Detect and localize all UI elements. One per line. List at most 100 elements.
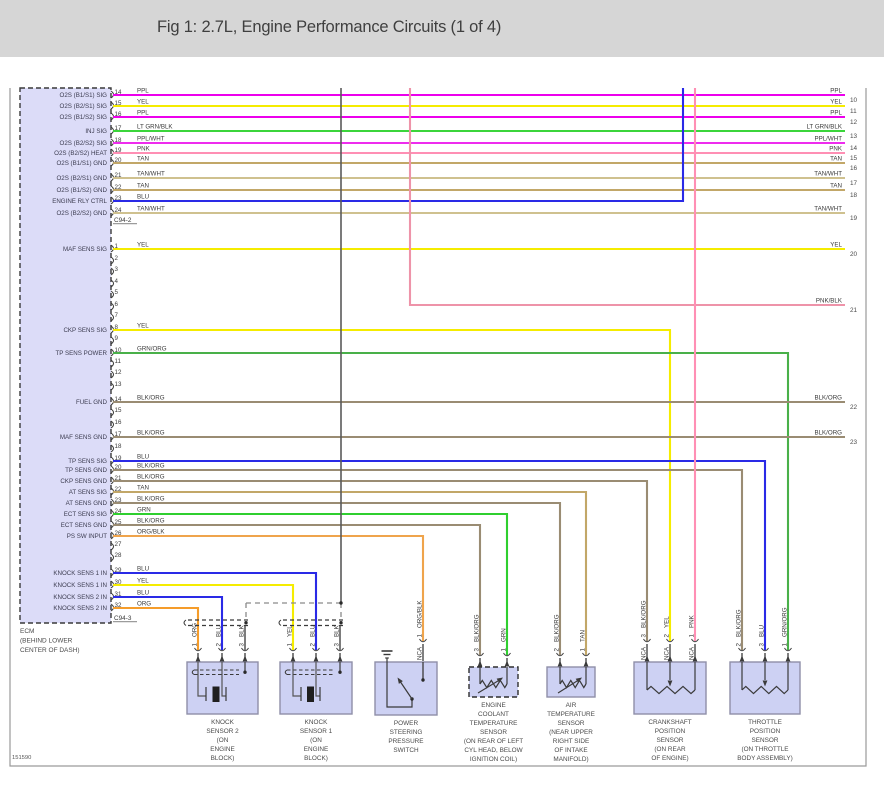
component-label: OF ENGINE) bbox=[651, 755, 688, 762]
connector-arc-icon bbox=[503, 652, 511, 657]
component-label: RIGHT SIDE bbox=[553, 738, 589, 745]
pin-arc-icon bbox=[110, 420, 114, 429]
pin-function-label: O2S (B1/S1) GND bbox=[56, 160, 107, 167]
pin-function-label: FUEL GND bbox=[76, 399, 108, 406]
wire-color-label: BLK/ORG bbox=[137, 395, 165, 402]
wire-color-label: BLU bbox=[310, 625, 317, 637]
pin-number: 19 bbox=[115, 147, 122, 154]
component-label: POSITION bbox=[750, 728, 781, 735]
connector-arc-icon bbox=[761, 647, 769, 652]
pin-number: 1 bbox=[782, 643, 789, 647]
wire-color-label: ORG/BLK bbox=[137, 529, 165, 536]
component-label: BLOCK) bbox=[211, 755, 235, 762]
wire-color-label: BLU bbox=[216, 625, 223, 637]
pin-number: 14 bbox=[115, 89, 122, 96]
component-label: THROTTLE bbox=[748, 719, 782, 726]
pin-number: 23 bbox=[115, 195, 122, 202]
pin-function-label: ECT SENS SIG bbox=[64, 511, 107, 518]
pin-function-label: KNOCK SENS 2 IN bbox=[53, 594, 107, 601]
pin-number: 16 bbox=[115, 419, 122, 426]
junction-dot bbox=[338, 670, 342, 674]
arrow-icon bbox=[290, 655, 296, 662]
ecm-box bbox=[19, 87, 112, 624]
shield-cup-icon bbox=[284, 669, 288, 675]
pin-function-label: O2S (B1/S2) GND bbox=[56, 187, 107, 194]
pin-number: 3 bbox=[115, 266, 119, 273]
arrow-icon bbox=[692, 655, 698, 662]
connector-arc-icon bbox=[476, 652, 484, 657]
piezo-element-icon bbox=[307, 686, 314, 702]
shield-cup-icon bbox=[191, 669, 195, 675]
wire-blu bbox=[113, 88, 685, 203]
pin-function-label: KNOCK SENS 1 IN bbox=[53, 582, 107, 589]
pin-function-label: TP SENS GND bbox=[65, 467, 107, 474]
pin-arc-icon bbox=[110, 267, 114, 276]
wire-color-label: LT GRN/BLK bbox=[137, 124, 173, 131]
pin-number: 30 bbox=[115, 579, 122, 586]
pin-arc-icon bbox=[110, 313, 114, 322]
pin-arc-icon bbox=[110, 256, 114, 265]
component-label: SENSOR bbox=[558, 720, 585, 727]
pin-number: 25 bbox=[115, 519, 122, 526]
ecm-location-label: CENTER OF DASH) bbox=[20, 647, 80, 654]
wire-color-label: GRN bbox=[137, 507, 151, 514]
terminal-number: 11 bbox=[850, 108, 857, 115]
pin-number: 22 bbox=[115, 184, 122, 191]
component-label: AIR bbox=[566, 702, 577, 709]
nca-label: NCA bbox=[641, 646, 648, 660]
pin-function-label: MAF SENS GND bbox=[60, 434, 108, 441]
component-label: (ON REAR bbox=[654, 746, 686, 753]
component-label: IGNITION COIL) bbox=[470, 756, 517, 763]
wire-color-label: BLK bbox=[334, 624, 341, 637]
wire-color-label: PNK bbox=[829, 146, 843, 153]
arrow-icon bbox=[785, 655, 791, 662]
wire-color-label: YEL bbox=[137, 99, 149, 106]
wire-color-label: YEL bbox=[830, 99, 842, 106]
pin-function-label: O2S (B2/S1) GND bbox=[56, 175, 107, 182]
figure-id: 151590 bbox=[12, 755, 31, 761]
wire-org bbox=[113, 606, 200, 650]
connector-arc-icon bbox=[691, 638, 699, 643]
arrow-icon bbox=[583, 660, 589, 667]
wire-color-label: BLU bbox=[137, 194, 149, 201]
wire-blk-org bbox=[113, 479, 649, 641]
pin-number: 3 bbox=[759, 643, 766, 647]
ecm-location-label: ECM bbox=[20, 628, 34, 635]
wire-color-label: TAN bbox=[137, 183, 149, 190]
figure-title: Fig 1: 2.7L, Engine Performance Circuits… bbox=[157, 18, 502, 36]
pin-number: 9 bbox=[115, 335, 119, 342]
wire-org-blk bbox=[113, 534, 425, 641]
pin-function-label: MAF SENS SIG bbox=[63, 246, 107, 253]
pin-arc-icon bbox=[110, 382, 114, 391]
pin-number: 18 bbox=[115, 137, 122, 144]
component-label: MANIFOLD) bbox=[553, 756, 588, 763]
junction-dot bbox=[339, 601, 343, 605]
arrow-icon bbox=[762, 680, 768, 687]
component-label: CRANKSHAFT bbox=[648, 719, 691, 726]
arrow-icon bbox=[667, 680, 673, 687]
wire-yel bbox=[113, 328, 672, 641]
wire-color-label: PNK bbox=[137, 146, 151, 153]
connector-arc-icon bbox=[666, 638, 674, 643]
pin-number: 17 bbox=[115, 431, 122, 438]
nca-label: NCA bbox=[689, 646, 696, 660]
terminal-number: 23 bbox=[850, 439, 858, 446]
component-label: SENSOR bbox=[480, 729, 507, 736]
connector-arc-icon bbox=[194, 647, 202, 652]
component-label: SENSOR bbox=[657, 737, 684, 744]
component-label: CYL HEAD, BELOW bbox=[464, 747, 523, 754]
element-lead bbox=[221, 662, 226, 697]
terminal-number: 16 bbox=[850, 165, 858, 172]
pin-arc-icon bbox=[110, 408, 114, 417]
wire-color-label: PPL bbox=[830, 88, 842, 95]
wire-blk-org bbox=[113, 501, 562, 655]
wire-color-label: TAN bbox=[137, 156, 149, 163]
component-throttle-position-sensor: THROTTLE POSITION SENSOR (ON THROTTLE BODY A… bbox=[729, 607, 801, 762]
wire-color-label: TAN bbox=[580, 630, 587, 642]
component-label: STEERING bbox=[390, 729, 423, 736]
connector-arc-icon bbox=[582, 652, 590, 657]
wire-color-label: YEL bbox=[137, 242, 149, 249]
diagram-frame: 151590 bbox=[9, 88, 867, 767]
arrow-icon bbox=[242, 655, 248, 662]
